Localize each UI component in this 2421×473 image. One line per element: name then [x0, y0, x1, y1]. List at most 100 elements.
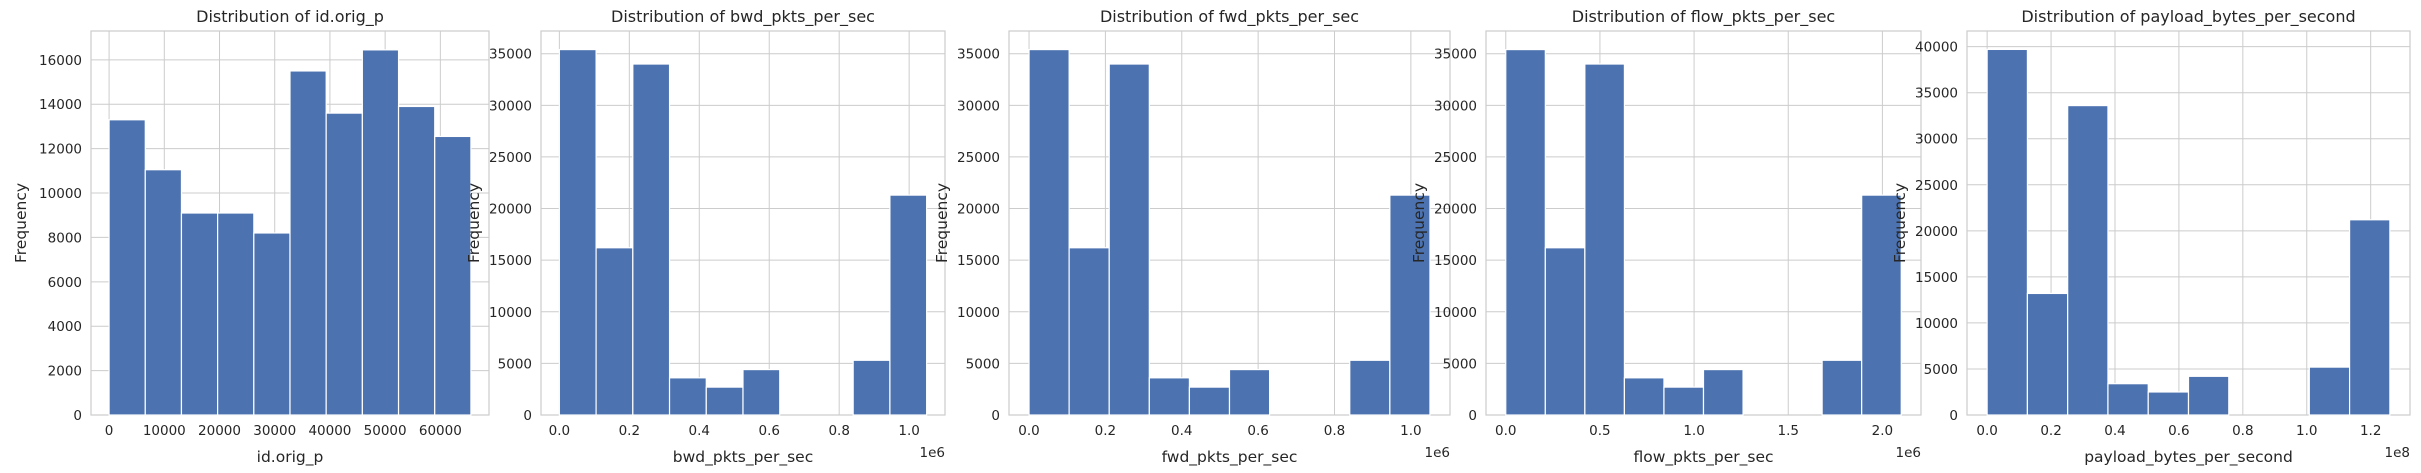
chart-panel-5: 0.0 0.2 0.4 0.6 0.8 1.0 1.2 0 5000 10000 15000 2000… — [1891, 7, 2411, 467]
histogram-bar — [434, 135, 472, 416]
x-tick-label: 0.2 — [619, 423, 640, 439]
x-tick-label: 0.2 — [2040, 423, 2061, 439]
histogram-bar — [289, 70, 327, 416]
y-tick-label: 20000 — [1915, 224, 1958, 240]
histogram-bar — [1544, 247, 1586, 416]
y-axis-label: Frequency — [465, 183, 483, 263]
histogram-bar — [2308, 366, 2351, 416]
histogram-bar — [2026, 292, 2069, 416]
x-tick-label: 1.0 — [898, 423, 919, 439]
x-tick-label: 10000 — [143, 423, 186, 439]
y-tick-label: 5000 — [966, 356, 1000, 372]
x-axis-label: bwd_pkts_per_sec — [673, 448, 813, 467]
x-offset-label: 1e8 — [2385, 445, 2410, 461]
x-tick-label: 0.6 — [1247, 423, 1268, 439]
histogram-bar — [1702, 368, 1744, 416]
y-tick-label: 15000 — [957, 253, 1000, 269]
x-tick-label: 1.0 — [1400, 423, 1421, 439]
histogram-bar — [1821, 359, 1863, 416]
y-tick-label: 0 — [1949, 408, 1958, 424]
y-tick-label: 14000 — [39, 97, 82, 113]
chart-title: Distribution of flow_pkts_per_sec — [1572, 7, 1835, 27]
chart-panel-3: 0.0 0.2 0.4 0.6 0.8 1.0 0 5000 10000 15000 20000 25… — [933, 7, 1451, 467]
y-tick-label: 0 — [523, 408, 532, 424]
y-tick-label: 20000 — [1434, 202, 1477, 218]
histogram-bar — [1108, 63, 1150, 416]
x-tick-label: 0.8 — [1324, 423, 1345, 439]
y-tick-label: 2000 — [48, 364, 82, 380]
y-tick-label: 40000 — [1915, 40, 1958, 56]
histogram-bar — [705, 386, 744, 416]
histogram-bar — [1349, 359, 1391, 416]
y-tick-label: 10000 — [1434, 305, 1477, 321]
x-tick-label: 0.4 — [2104, 423, 2125, 439]
histogram-bar — [852, 359, 891, 416]
y-tick-label: 0 — [73, 408, 82, 424]
histogram-bar — [1663, 386, 1705, 416]
chart-title: Distribution of bwd_pkts_per_sec — [611, 7, 875, 27]
x-tick-label: 1.0 — [2296, 423, 2317, 439]
histogram-bar — [325, 112, 363, 416]
chart-panel-2: 0.0 0.2 0.4 0.6 0.8 1.0 0 5000 10000 15000 20000 25… — [465, 7, 946, 467]
histogram-bar — [1068, 247, 1110, 416]
y-tick-label: 6000 — [48, 275, 82, 291]
y-tick-label: 35000 — [489, 47, 532, 63]
x-tick-label: 0.2 — [1095, 423, 1116, 439]
histogram-bar — [889, 194, 928, 416]
x-offset-label: 1e6 — [1896, 445, 1921, 461]
x-tick-label: 1.0 — [1683, 423, 1704, 439]
histogram-bar — [1623, 377, 1665, 416]
x-offset-label: 1e6 — [920, 445, 945, 461]
x-tick-label: 0.0 — [1018, 423, 1039, 439]
y-tick-label: 30000 — [1434, 98, 1477, 114]
histogram-bar — [180, 212, 219, 416]
x-tick-label: 1.2 — [2360, 423, 2381, 439]
histogram-bar — [1188, 386, 1231, 416]
x-tick-label: 0.0 — [1976, 423, 1997, 439]
histogram-bar — [1028, 48, 1070, 416]
x-tick-label: 2.0 — [1872, 423, 1893, 439]
y-tick-label: 35000 — [957, 47, 1000, 63]
x-axis-label: id.orig_p — [257, 448, 324, 467]
y-tick-label: 20000 — [489, 202, 532, 218]
y-tick-label: 15000 — [1434, 253, 1477, 269]
histogram-bar — [742, 368, 781, 416]
chart-panel-4: 0.0 0.5 1.0 1.5 2.0 0 5000 10000 15000 20000 25000… — [1410, 7, 1922, 467]
y-tick-label: 4000 — [48, 319, 82, 335]
x-tick-label: 0 — [105, 423, 114, 439]
chart-title: Distribution of payload_bytes_per_second — [2021, 7, 2355, 27]
x-tick-label: 0.4 — [689, 423, 710, 439]
histogram-bar — [108, 119, 146, 416]
y-axis-label: Frequency — [1891, 183, 1909, 263]
y-tick-label: 5000 — [498, 356, 532, 372]
x-tick-label: 0.8 — [828, 423, 849, 439]
histogram-bar — [144, 169, 183, 416]
histogram-bar — [2348, 219, 2391, 416]
histogram-bar — [595, 247, 634, 416]
histogram-bar — [1389, 194, 1431, 416]
x-axis-label: payload_bytes_per_second — [2084, 448, 2293, 467]
y-axis-label: Frequency — [1410, 183, 1428, 263]
y-tick-label: 5000 — [1924, 362, 1958, 378]
histogram-bar — [668, 377, 707, 416]
histogram-bar — [2067, 104, 2109, 416]
histogram-bar — [1148, 377, 1191, 416]
y-tick-label: 30000 — [957, 98, 1000, 114]
x-tick-label: 0.4 — [1171, 423, 1192, 439]
histogram-bar — [2187, 375, 2230, 416]
histogram-bar — [1228, 368, 1271, 416]
y-tick-label: 8000 — [48, 230, 82, 246]
x-tick-label: 0.6 — [758, 423, 779, 439]
histogram-bar — [2147, 391, 2190, 416]
histogram-bar — [361, 49, 400, 416]
histogram-bar — [558, 48, 597, 416]
y-tick-label: 30000 — [1915, 132, 1958, 148]
y-tick-label: 35000 — [1915, 86, 1958, 102]
x-tick-label: 0.5 — [1589, 423, 1610, 439]
y-tick-label: 25000 — [1915, 178, 1958, 194]
histogram-bar — [1584, 63, 1626, 416]
chart-title: Distribution of id.orig_p — [196, 7, 384, 27]
y-tick-label: 25000 — [489, 150, 532, 166]
x-axis-label: fwd_pkts_per_sec — [1162, 448, 1298, 467]
